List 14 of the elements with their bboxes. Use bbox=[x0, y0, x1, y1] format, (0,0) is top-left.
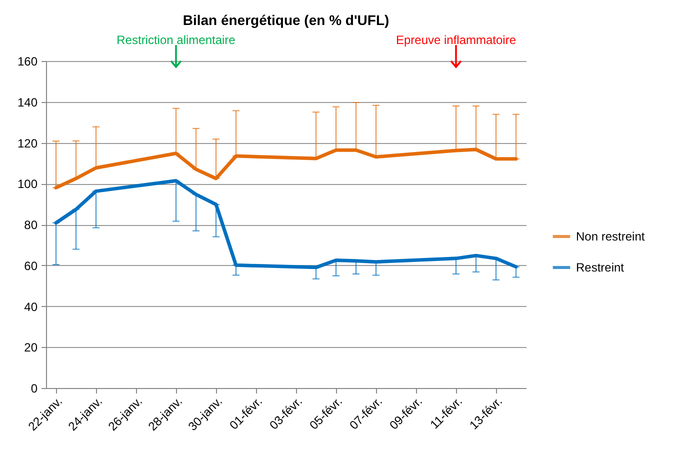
y-tick-label: 140 bbox=[17, 95, 38, 110]
y-tick-label: 80 bbox=[24, 218, 38, 232]
annotation: Epreuve inflammatoire bbox=[396, 33, 516, 47]
y-tick-label: 40 bbox=[24, 300, 38, 314]
annotation: Restriction alimentaire bbox=[116, 33, 236, 47]
legend-label: Non restreint bbox=[576, 230, 646, 244]
y-tick-label: 100 bbox=[17, 177, 38, 192]
y-tick-label: 120 bbox=[17, 136, 38, 150]
chart-title: Bilan énergétique (en % d'UFL) bbox=[182, 12, 390, 28]
y-tick-label: 160 bbox=[17, 54, 38, 68]
y-tick-label: 0 bbox=[30, 382, 38, 396]
y-tick-label: 20 bbox=[24, 340, 38, 355]
legend-label: Restreint bbox=[576, 260, 625, 274]
y-tick-label: 60 bbox=[24, 258, 38, 273]
